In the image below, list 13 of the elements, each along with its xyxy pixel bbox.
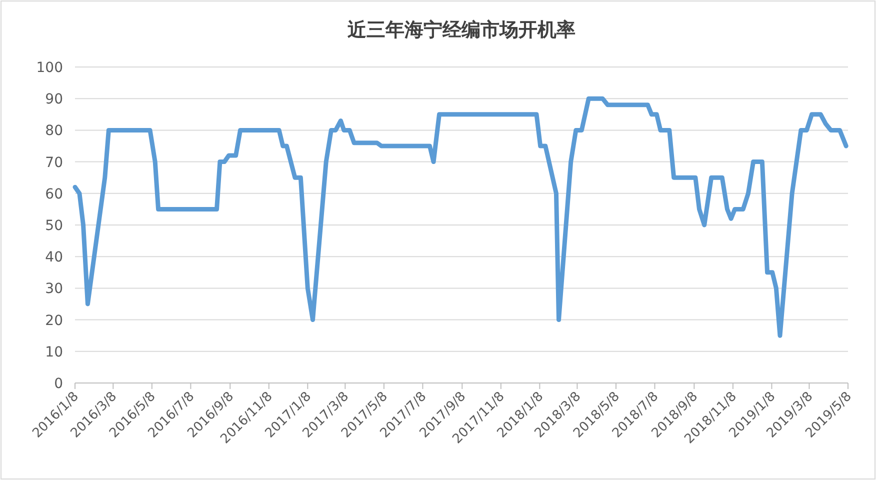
y-tick-label: 100	[36, 60, 63, 76]
y-tick-label: 50	[45, 218, 63, 234]
y-tick-label: 90	[45, 92, 63, 108]
chart-title: 近三年海宁经编市场开机率	[346, 19, 576, 41]
y-tick-label: 20	[45, 312, 63, 329]
y-tick-label: 80	[45, 123, 63, 140]
y-tick-label: 30	[45, 281, 63, 298]
y-tick-label: 60	[45, 186, 63, 202]
y-tick-label: 70	[45, 154, 63, 171]
y-tick-label: 40	[45, 250, 63, 266]
line-series	[72, 96, 848, 338]
y-tick-label: 0	[54, 376, 63, 392]
y-tick-label: 10	[45, 344, 63, 360]
